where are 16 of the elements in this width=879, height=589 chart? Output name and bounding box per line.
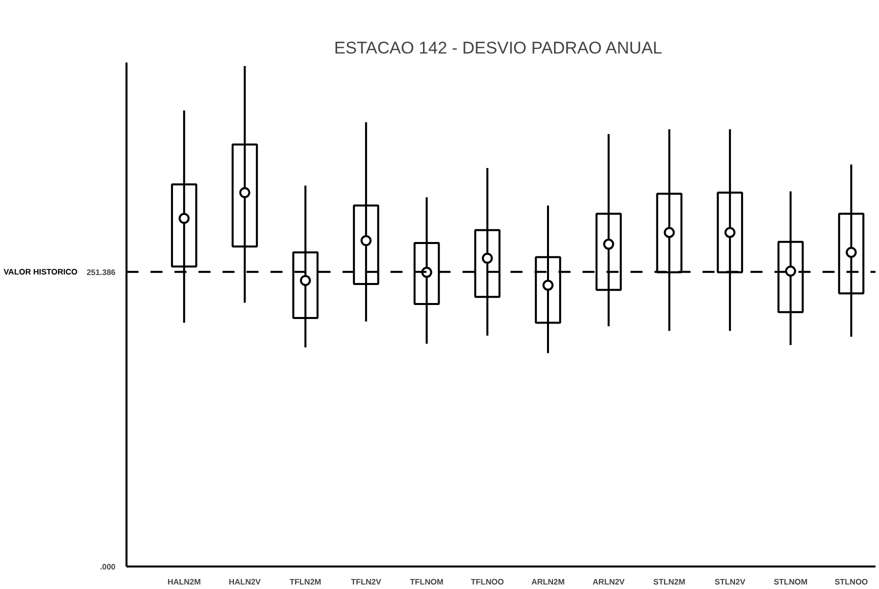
x-tick-label: ARLN2V bbox=[592, 578, 626, 586]
x-tick-label: TFLN2V bbox=[350, 578, 382, 586]
y-tick-label: .000 bbox=[100, 562, 116, 572]
x-tick-label: ARLN2M bbox=[531, 578, 566, 586]
x-tick-label: STLNOM bbox=[774, 578, 808, 586]
x-tick-label: STLN2M bbox=[653, 578, 686, 586]
x-tick-label: STLN2V bbox=[714, 578, 746, 586]
chart-title: ESTACAO 142 - DESVIO PADRAO ANUAL bbox=[334, 38, 662, 58]
x-tick-label: TFLNOM bbox=[410, 578, 444, 586]
ref-line-label: VALOR HISTORICO bbox=[4, 267, 78, 276]
x-tick-label: TFLNOO bbox=[470, 578, 504, 586]
y-tick-label: 251.386 bbox=[86, 268, 116, 277]
x-tick-label: TFLN2M bbox=[290, 578, 322, 586]
x-tick-label: STLNOO bbox=[834, 578, 868, 586]
x-tick-label: HALN2M bbox=[167, 578, 202, 586]
x-tick-label: HALN2V bbox=[228, 578, 262, 586]
